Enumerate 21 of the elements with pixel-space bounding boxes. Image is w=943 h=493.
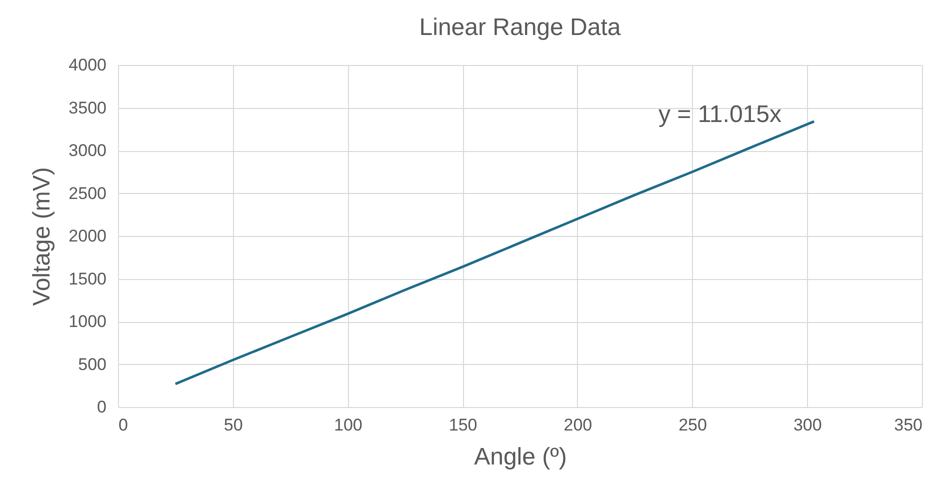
y-tick-label: 2000	[68, 226, 106, 246]
x-tick-label: 300	[793, 416, 822, 434]
y-axis-title: Voltage (mV)	[28, 167, 56, 306]
x-tick-label: 250	[678, 416, 707, 434]
x-tick-label: 350	[894, 416, 922, 434]
chart-title: Linear Range Data	[419, 14, 622, 41]
x-tick-label: 200	[564, 416, 592, 434]
y-tick-label: 2500	[68, 184, 106, 203]
x-axis-title: Angle (º)	[474, 444, 567, 470]
y-tick-label: 0	[97, 398, 106, 416]
y-tick-label: 3000	[68, 141, 106, 160]
annotation: y = 11.015x	[658, 101, 782, 128]
y-tick-label: 1500	[68, 269, 106, 288]
y-tick-label: 1000	[68, 312, 106, 331]
y-tick-label: 4000	[68, 56, 106, 74]
y-tick-label: 500	[78, 354, 106, 374]
x-tick-label: 50	[224, 416, 243, 434]
x-tick-label: 0	[118, 416, 128, 434]
x-tick-label: 150	[448, 416, 478, 434]
x-tick-label: 100	[334, 416, 362, 434]
y-tick-label: 3500	[68, 98, 106, 118]
